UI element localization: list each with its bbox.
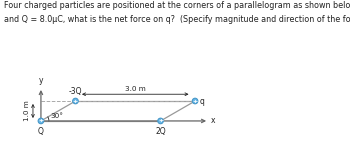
Text: y: y [39,76,43,85]
Text: +: + [73,99,78,104]
Text: +: + [38,118,43,123]
Text: q: q [200,96,205,105]
Text: 1.0 m: 1.0 m [24,101,30,121]
Text: -3Q: -3Q [69,87,82,96]
Text: +: + [193,99,198,104]
Text: Four charged particles are positioned at the corners of a parallelogram as shown: Four charged particles are positioned at… [4,2,350,10]
Text: and Q = 8.0μC, what is the net force on q?  (Specify magnitude and direction of : and Q = 8.0μC, what is the net force on … [4,15,350,24]
Text: Q: Q [38,127,44,136]
Text: x: x [211,116,215,125]
Circle shape [158,118,163,124]
Text: +: + [158,118,163,123]
Text: 2Q: 2Q [155,127,166,136]
Circle shape [192,98,198,104]
Text: 3.0 m: 3.0 m [125,86,146,92]
Circle shape [38,118,44,124]
Circle shape [73,98,78,104]
Text: 30°: 30° [50,113,63,119]
